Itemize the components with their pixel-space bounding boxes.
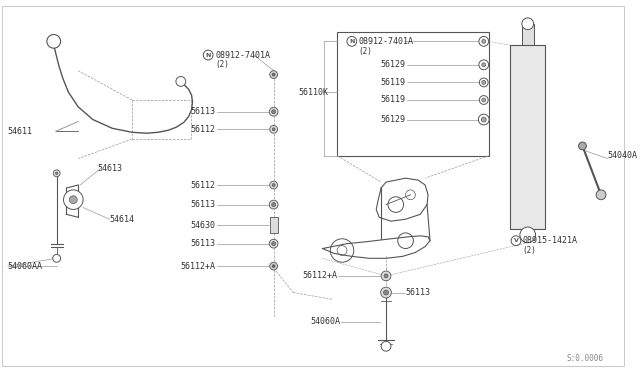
Text: 56113: 56113 [190,200,215,209]
Circle shape [482,39,486,43]
Text: N: N [349,39,355,44]
Text: 56113: 56113 [190,107,215,116]
Circle shape [383,290,388,295]
Circle shape [269,239,278,248]
Circle shape [520,227,536,243]
Text: 56113: 56113 [190,239,215,248]
Text: 54060AA: 54060AA [8,262,43,271]
Bar [269,217,278,233]
Text: (2): (2) [523,246,537,255]
Circle shape [272,128,275,131]
Bar [510,45,545,229]
Text: 56113: 56113 [406,288,431,297]
Text: 56112+A: 56112+A [180,262,215,271]
Circle shape [69,196,77,203]
Text: (2): (2) [215,60,229,69]
Circle shape [53,170,60,177]
Circle shape [269,181,278,189]
Circle shape [481,117,486,122]
Circle shape [579,142,586,150]
Circle shape [482,98,486,102]
Circle shape [269,71,278,78]
Text: 54613: 54613 [98,164,123,173]
Circle shape [381,341,391,351]
Circle shape [272,242,276,246]
Text: 56129: 56129 [381,115,406,124]
Text: 56110K: 56110K [298,88,328,97]
Text: 56119: 56119 [381,96,406,105]
Circle shape [522,18,534,30]
Circle shape [381,287,392,298]
Circle shape [478,114,489,125]
Circle shape [47,35,61,48]
Text: 56112: 56112 [190,125,215,134]
Circle shape [384,274,388,278]
Text: 54614: 54614 [109,215,134,224]
Text: 56112: 56112 [190,180,215,189]
Circle shape [482,63,486,67]
Circle shape [479,60,489,70]
Circle shape [272,183,275,186]
Text: 08915-1421A: 08915-1421A [523,236,578,245]
Circle shape [272,203,276,206]
Circle shape [269,200,278,209]
Text: 56112+A: 56112+A [302,272,337,280]
Circle shape [479,96,488,105]
Circle shape [479,78,488,87]
Text: 56119: 56119 [381,78,406,87]
Circle shape [479,36,489,46]
Circle shape [272,264,275,267]
Bar [522,24,534,45]
Text: 08912-7401A: 08912-7401A [215,51,270,60]
Text: S:0.0006: S:0.0006 [567,353,604,362]
Circle shape [63,190,83,209]
Bar [337,32,489,156]
Text: (2): (2) [358,46,372,56]
Circle shape [52,254,61,262]
Circle shape [269,262,278,270]
Text: 54060A: 54060A [310,317,340,326]
Text: 54630: 54630 [190,221,215,230]
Circle shape [381,271,391,281]
Circle shape [269,108,278,116]
Text: V: V [513,238,518,243]
Circle shape [596,190,606,200]
Text: 56129: 56129 [381,60,406,69]
Circle shape [56,172,58,174]
Text: 54611: 54611 [8,127,33,136]
Circle shape [482,80,486,84]
Text: 08912-7401A: 08912-7401A [358,37,413,46]
Circle shape [176,77,186,86]
Text: 54040A: 54040A [608,151,638,160]
Circle shape [272,73,275,76]
Text: N: N [205,52,211,58]
Circle shape [272,110,276,114]
Circle shape [269,125,278,133]
